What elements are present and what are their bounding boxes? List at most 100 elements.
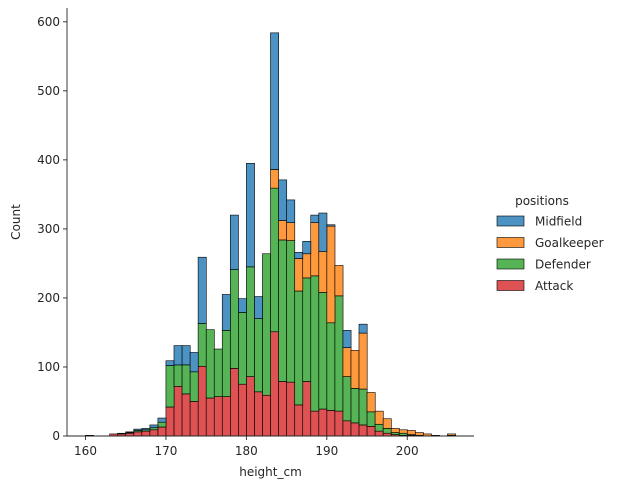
bar-attack-194 bbox=[358, 424, 368, 437]
bar-midfield-184 bbox=[278, 179, 288, 221]
legend-label-goalkeeper: Goalkeeper bbox=[535, 236, 604, 250]
bar-midfield-190 bbox=[326, 224, 336, 227]
bar-midfield-187 bbox=[302, 241, 312, 255]
y-tick-label: 400 bbox=[37, 153, 60, 167]
bar-goalkeeper-201 bbox=[414, 432, 424, 436]
bar-goalkeeper-200 bbox=[406, 430, 416, 435]
bar-defender-189 bbox=[318, 292, 328, 410]
bar-midfield-167 bbox=[141, 428, 151, 431]
bar-attack-181 bbox=[254, 391, 263, 437]
legend-label-midfield: Midfield bbox=[535, 215, 582, 229]
bar-defender-169 bbox=[157, 421, 167, 428]
bar-attack-166 bbox=[133, 431, 143, 437]
bar-defender-177 bbox=[221, 330, 231, 397]
bar-goalkeeper-192 bbox=[342, 347, 352, 377]
bar-attack-168 bbox=[149, 429, 159, 437]
bar-defender-197 bbox=[382, 428, 392, 434]
bar-defender-172 bbox=[181, 364, 191, 395]
bar-goalkeeper-185 bbox=[286, 222, 296, 241]
y-axis-label: Count bbox=[9, 204, 23, 240]
bar-defender-190 bbox=[326, 322, 336, 411]
bar-goalkeeper-196 bbox=[374, 410, 384, 425]
bar-goalkeeper-183 bbox=[270, 169, 279, 189]
bar-attack-183 bbox=[270, 331, 279, 437]
x-tick-label: 190 bbox=[315, 444, 338, 458]
bar-defender-178 bbox=[229, 269, 239, 369]
bar-defender-170 bbox=[165, 365, 175, 408]
legend-title: positions bbox=[515, 194, 569, 208]
bar-attack-196 bbox=[374, 430, 384, 437]
bar-defender-187 bbox=[302, 277, 312, 382]
x-axis-label: height_cm bbox=[239, 465, 302, 479]
bar-midfield-178 bbox=[229, 214, 239, 270]
bar-attack-193 bbox=[350, 422, 360, 437]
bar-attack-179 bbox=[238, 383, 247, 437]
bar-midfield-177 bbox=[221, 294, 231, 331]
bar-goalkeeper-189 bbox=[318, 251, 328, 293]
bar-goalkeeper-205 bbox=[447, 433, 456, 436]
bar-attack-174 bbox=[197, 365, 207, 437]
bar-attack-185 bbox=[286, 381, 296, 437]
bar-midfield-186 bbox=[294, 252, 304, 259]
bar-midfield-180 bbox=[246, 163, 255, 268]
bar-attack-169 bbox=[157, 426, 167, 437]
legend-label-defender: Defender bbox=[535, 258, 591, 272]
bar-attack-188 bbox=[310, 410, 320, 437]
bar-defender-173 bbox=[189, 371, 199, 402]
bar-defender-180 bbox=[246, 266, 255, 377]
bar-attack-184 bbox=[278, 381, 288, 437]
bar-defender-168 bbox=[149, 427, 159, 431]
legend-swatch-goalkeeper bbox=[496, 237, 525, 248]
bar-attack-187 bbox=[302, 381, 312, 437]
bar-midfield-188 bbox=[310, 214, 320, 223]
bar-defender-188 bbox=[310, 275, 320, 412]
y-tick-label: 200 bbox=[37, 291, 60, 305]
bar-attack-167 bbox=[141, 430, 151, 437]
bar-midfield-181 bbox=[254, 296, 263, 319]
bar-attack-182 bbox=[262, 394, 271, 437]
bar-midfield-171 bbox=[173, 345, 183, 366]
bar-midfield-170 bbox=[165, 360, 175, 366]
bar-midfield-168 bbox=[149, 424, 159, 429]
bar-goalkeeper-188 bbox=[310, 222, 320, 277]
bar-defender-182 bbox=[262, 253, 271, 396]
bar-goalkeeper-190 bbox=[326, 225, 336, 324]
bar-defender-198 bbox=[390, 432, 400, 435]
bar-attack-178 bbox=[229, 368, 239, 437]
bar-defender-186 bbox=[294, 290, 304, 406]
bar-attack-175 bbox=[205, 397, 215, 437]
x-ticks: 160 170 180 190 200 bbox=[74, 436, 419, 458]
bar-defender-193 bbox=[350, 388, 360, 424]
bar-attack-172 bbox=[181, 393, 191, 437]
legend-swatch-midfield bbox=[496, 215, 525, 227]
y-tick-label: 300 bbox=[37, 222, 60, 236]
bar-goalkeeper-194 bbox=[358, 332, 368, 390]
bar-defender-179 bbox=[238, 312, 247, 385]
bar-defender-192 bbox=[342, 376, 352, 422]
bar-attack-186 bbox=[294, 404, 304, 437]
bar-defender-183 bbox=[270, 187, 279, 333]
bar-defender-191 bbox=[334, 295, 344, 412]
bar-goalkeeper-184 bbox=[278, 220, 288, 241]
bar-midfield-173 bbox=[189, 352, 199, 373]
bar-goalkeeper-193 bbox=[350, 350, 360, 389]
bar-attack-180 bbox=[246, 376, 255, 437]
bar-midfield-172 bbox=[181, 345, 191, 366]
x-tick-label: 160 bbox=[74, 444, 97, 458]
x-tick-label: 200 bbox=[396, 444, 419, 458]
bar-midfield-183 bbox=[270, 32, 279, 170]
bar-attack-195 bbox=[366, 426, 376, 437]
y-tick-label: 100 bbox=[37, 360, 60, 374]
bar-attack-190 bbox=[326, 410, 336, 437]
legend-label-attack: Attack bbox=[535, 279, 573, 293]
bar-midfield-194 bbox=[358, 323, 368, 334]
bar-defender-195 bbox=[366, 411, 376, 427]
bar-midfield-169 bbox=[157, 417, 167, 423]
bar-defender-194 bbox=[358, 388, 368, 426]
legend: positions Midfield Goalkeeper Defender Atta… bbox=[496, 194, 604, 293]
y-ticks: 0 100 200 300 400 500 600 bbox=[37, 15, 67, 443]
bar-attack-189 bbox=[318, 408, 328, 437]
bar-defender-174 bbox=[197, 323, 207, 367]
x-tick-label: 170 bbox=[154, 444, 177, 458]
